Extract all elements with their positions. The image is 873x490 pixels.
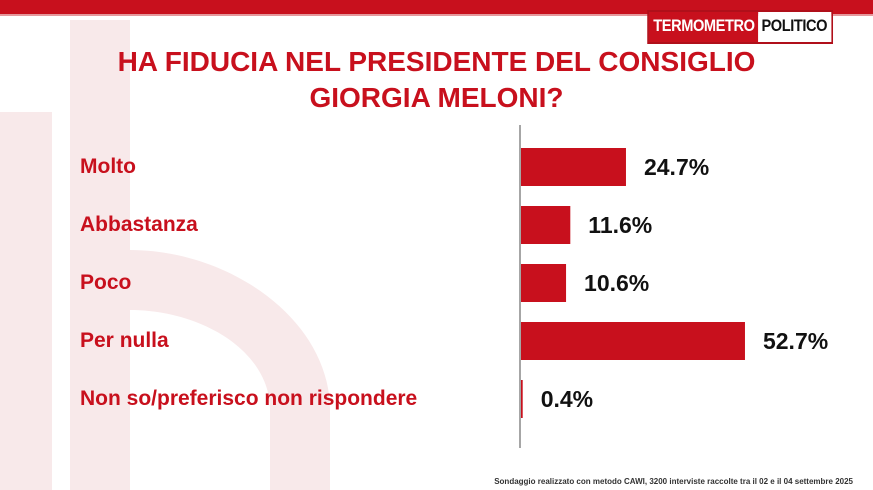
chart-title-line-2: GIORGIA MELONI? [309, 82, 564, 113]
bars-group: Molto 24.7% Abbastanza 11.6% Poco 10.6% Per nu… [80, 148, 828, 418]
category-label: Abbastanza [80, 213, 198, 236]
category-label: Per nulla [80, 329, 169, 352]
bar [521, 264, 567, 302]
chart-title-line-1: HA FIDUCIA NEL PRESIDENTE DEL CONSIGLIO [117, 46, 756, 77]
top-bar-shadow [0, 14, 873, 16]
category-label: Non so/preferisco non rispondere [80, 387, 417, 410]
chart-title: HA FIDUCIA NEL PRESIDENTE DEL CONSIGLIO … [0, 44, 873, 116]
bar [521, 148, 626, 186]
bar [521, 206, 571, 244]
bar [521, 322, 745, 360]
bar [521, 380, 523, 418]
value-label: 24.7% [644, 154, 709, 180]
value-label: 11.6% [588, 212, 652, 238]
termometro-politico-logo: TERMOMETRO POLITICO [647, 10, 833, 44]
value-label: 0.4% [541, 386, 593, 412]
logo-right-text: POLITICO [757, 12, 832, 42]
category-label: Poco [80, 271, 131, 294]
value-label: 52.7% [763, 328, 828, 354]
category-label: Molto [80, 155, 136, 178]
value-label: 10.6% [584, 270, 649, 296]
survey-methodology-note: Sondaggio realizzato con metodo CAWI, 32… [494, 477, 853, 486]
logo-left-text: TERMOMETRO [648, 12, 758, 42]
